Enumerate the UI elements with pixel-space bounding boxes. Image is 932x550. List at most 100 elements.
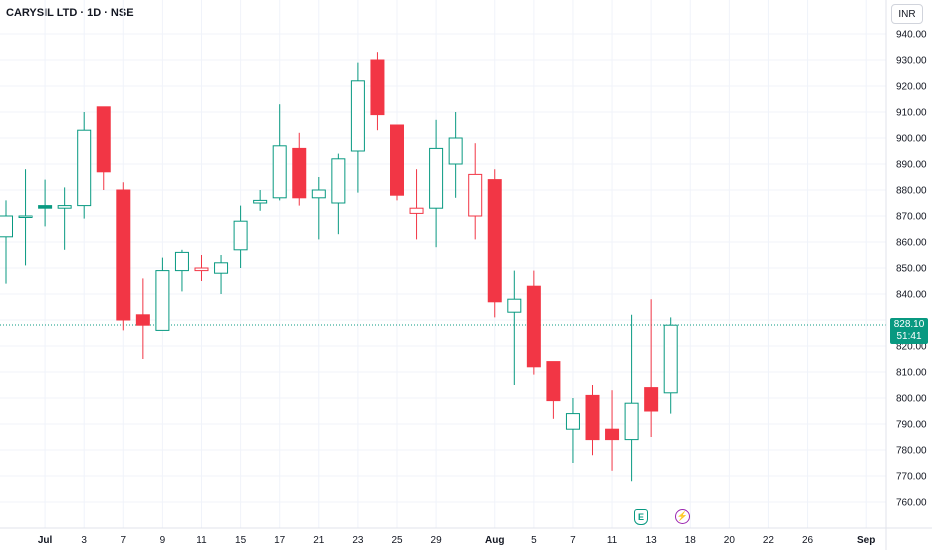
candle xyxy=(390,124,404,201)
price-axis-label: 770.00 xyxy=(896,472,927,483)
candle-body xyxy=(292,147,307,199)
candle xyxy=(605,390,620,471)
candle xyxy=(487,169,502,318)
candle-body xyxy=(585,394,600,441)
candle xyxy=(77,112,92,219)
currency-button[interactable]: INR xyxy=(891,4,923,24)
candle xyxy=(18,169,33,266)
candle xyxy=(526,270,541,375)
candle xyxy=(468,143,483,240)
candle-body xyxy=(624,402,639,441)
candle-body xyxy=(38,205,53,209)
time-axis-label: 26 xyxy=(802,535,814,546)
candle xyxy=(546,361,561,419)
candle xyxy=(253,190,268,211)
candle-body xyxy=(155,270,170,331)
time-axis-label: 21 xyxy=(313,535,325,546)
candle-body xyxy=(331,158,346,204)
price-axis-label: 890.00 xyxy=(896,160,927,171)
price-axis-label: 940.00 xyxy=(896,30,927,41)
candle xyxy=(429,119,444,248)
candle-body xyxy=(468,173,483,217)
candle-body xyxy=(565,413,580,430)
candle-body xyxy=(546,361,561,402)
candle-body xyxy=(605,428,620,441)
candle-body xyxy=(253,199,268,204)
candle xyxy=(350,62,365,193)
time-axis-label: 17 xyxy=(274,535,286,546)
candle-body xyxy=(174,251,189,272)
candle xyxy=(292,132,307,206)
candle-body xyxy=(311,189,326,199)
price-axis-label: 930.00 xyxy=(896,56,927,67)
candle xyxy=(233,205,248,268)
candle xyxy=(663,317,678,414)
time-axis-label: 7 xyxy=(570,535,576,546)
candle-body xyxy=(57,205,72,209)
price-axis-label: 910.00 xyxy=(896,108,927,119)
candle-body xyxy=(96,106,111,173)
candle xyxy=(448,112,463,198)
candle-body xyxy=(370,59,385,116)
candle-body xyxy=(77,129,92,207)
price-axis-label: 920.00 xyxy=(896,82,927,93)
price-axis: 760.00 770.00 780.00 790.00 800.00 810.00 820.… xyxy=(896,30,927,509)
time-axis-label: 11 xyxy=(196,535,207,546)
candle-body xyxy=(194,267,209,272)
price-axis-label: 800.00 xyxy=(896,394,927,405)
candle-body xyxy=(507,298,522,313)
bar-countdown: 51:41 xyxy=(896,330,922,342)
candle xyxy=(585,385,600,456)
candle-body xyxy=(448,137,463,165)
candle xyxy=(644,299,659,437)
time-axis-label: Aug xyxy=(485,535,504,546)
price-axis-label: 900.00 xyxy=(896,134,927,145)
candle xyxy=(409,169,424,240)
time-axis-label: 11 xyxy=(607,535,618,546)
price-axis-label: 880.00 xyxy=(896,186,927,197)
candle-body xyxy=(429,147,444,209)
symbol-title[interactable]: CARYSIL LTD · 1D · NSE xyxy=(6,7,134,19)
time-axis-label: 20 xyxy=(724,535,736,546)
price-axis-label: 870.00 xyxy=(896,212,927,223)
candle xyxy=(116,182,131,331)
candle xyxy=(135,278,150,359)
time-axis-label: 3 xyxy=(81,535,87,546)
time-axis-label: 13 xyxy=(646,535,658,546)
candle-body xyxy=(135,314,150,326)
price-axis-label: 760.00 xyxy=(896,498,927,509)
candle-body xyxy=(272,145,287,199)
candle xyxy=(331,153,346,235)
price-axis-label: 860.00 xyxy=(896,238,927,249)
time-axis-label: Jul xyxy=(38,535,53,546)
candle-body xyxy=(0,215,13,238)
time-axis-label: 29 xyxy=(431,535,443,546)
candle-body xyxy=(409,207,424,214)
candle xyxy=(565,398,580,463)
time-axis-label: 5 xyxy=(531,535,537,546)
candle-body xyxy=(214,262,229,274)
earnings-icon[interactable]: E xyxy=(634,509,648,525)
time-axis: Jul 3 7 9 11 15 17 21 23 25 29 Aug 5 7 11 13 18 20 22 26 Sep xyxy=(38,535,875,546)
candle-body xyxy=(233,220,248,251)
candle-body xyxy=(390,124,404,196)
candle xyxy=(507,270,522,385)
candle-body xyxy=(644,387,659,412)
candle-body xyxy=(116,189,131,321)
candle xyxy=(155,257,170,331)
price-axis-label: 850.00 xyxy=(896,264,927,275)
time-axis-label: 22 xyxy=(763,535,775,546)
candle xyxy=(194,255,209,281)
time-axis-label: 25 xyxy=(391,535,403,546)
candles xyxy=(0,52,678,482)
price-axis-label: 790.00 xyxy=(896,420,927,431)
candle-body xyxy=(18,215,33,218)
time-axis-label: 23 xyxy=(352,535,364,546)
candle xyxy=(96,106,111,190)
candle xyxy=(38,179,53,227)
time-axis-label: 18 xyxy=(685,535,697,546)
dividend-icon[interactable]: ⚡ xyxy=(675,509,690,524)
time-axis-label: 7 xyxy=(121,535,127,546)
candle-body xyxy=(350,80,365,152)
